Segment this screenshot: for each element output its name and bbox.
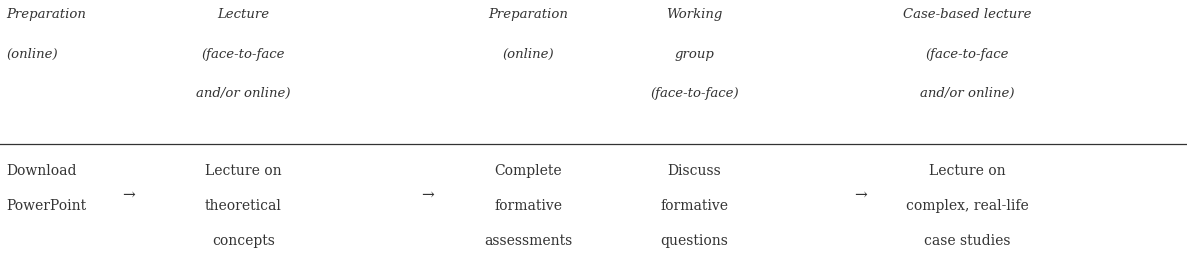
Text: formative: formative	[494, 199, 563, 213]
Text: Working: Working	[666, 8, 723, 21]
Text: (online): (online)	[6, 48, 57, 61]
Text: (face-to-face: (face-to-face	[926, 48, 1009, 61]
Text: →: →	[421, 188, 433, 202]
Text: theoretical: theoretical	[205, 199, 281, 213]
Text: concepts: concepts	[212, 234, 274, 248]
Text: (face-to-face): (face-to-face)	[650, 87, 738, 100]
Text: Lecture on: Lecture on	[929, 164, 1005, 178]
Text: Discuss: Discuss	[667, 164, 722, 178]
Text: Lecture: Lecture	[217, 8, 269, 21]
Text: and/or online): and/or online)	[196, 87, 291, 100]
Text: (online): (online)	[502, 48, 554, 61]
Text: assessments: assessments	[484, 234, 572, 248]
Text: case studies: case studies	[925, 234, 1010, 248]
Text: PowerPoint: PowerPoint	[6, 199, 87, 213]
Text: Preparation: Preparation	[488, 8, 569, 21]
Text: formative: formative	[660, 199, 729, 213]
Text: complex, real-life: complex, real-life	[906, 199, 1029, 213]
Text: →: →	[855, 188, 867, 202]
Text: (face-to-face: (face-to-face	[202, 48, 285, 61]
Text: Download: Download	[6, 164, 76, 178]
Text: Preparation: Preparation	[6, 8, 85, 21]
Text: →: →	[122, 188, 134, 202]
Text: Lecture on: Lecture on	[205, 164, 281, 178]
Text: and/or online): and/or online)	[920, 87, 1015, 100]
Text: Complete: Complete	[495, 164, 561, 178]
Text: group: group	[674, 48, 715, 61]
Text: questions: questions	[660, 234, 729, 248]
Text: Case-based lecture: Case-based lecture	[903, 8, 1032, 21]
